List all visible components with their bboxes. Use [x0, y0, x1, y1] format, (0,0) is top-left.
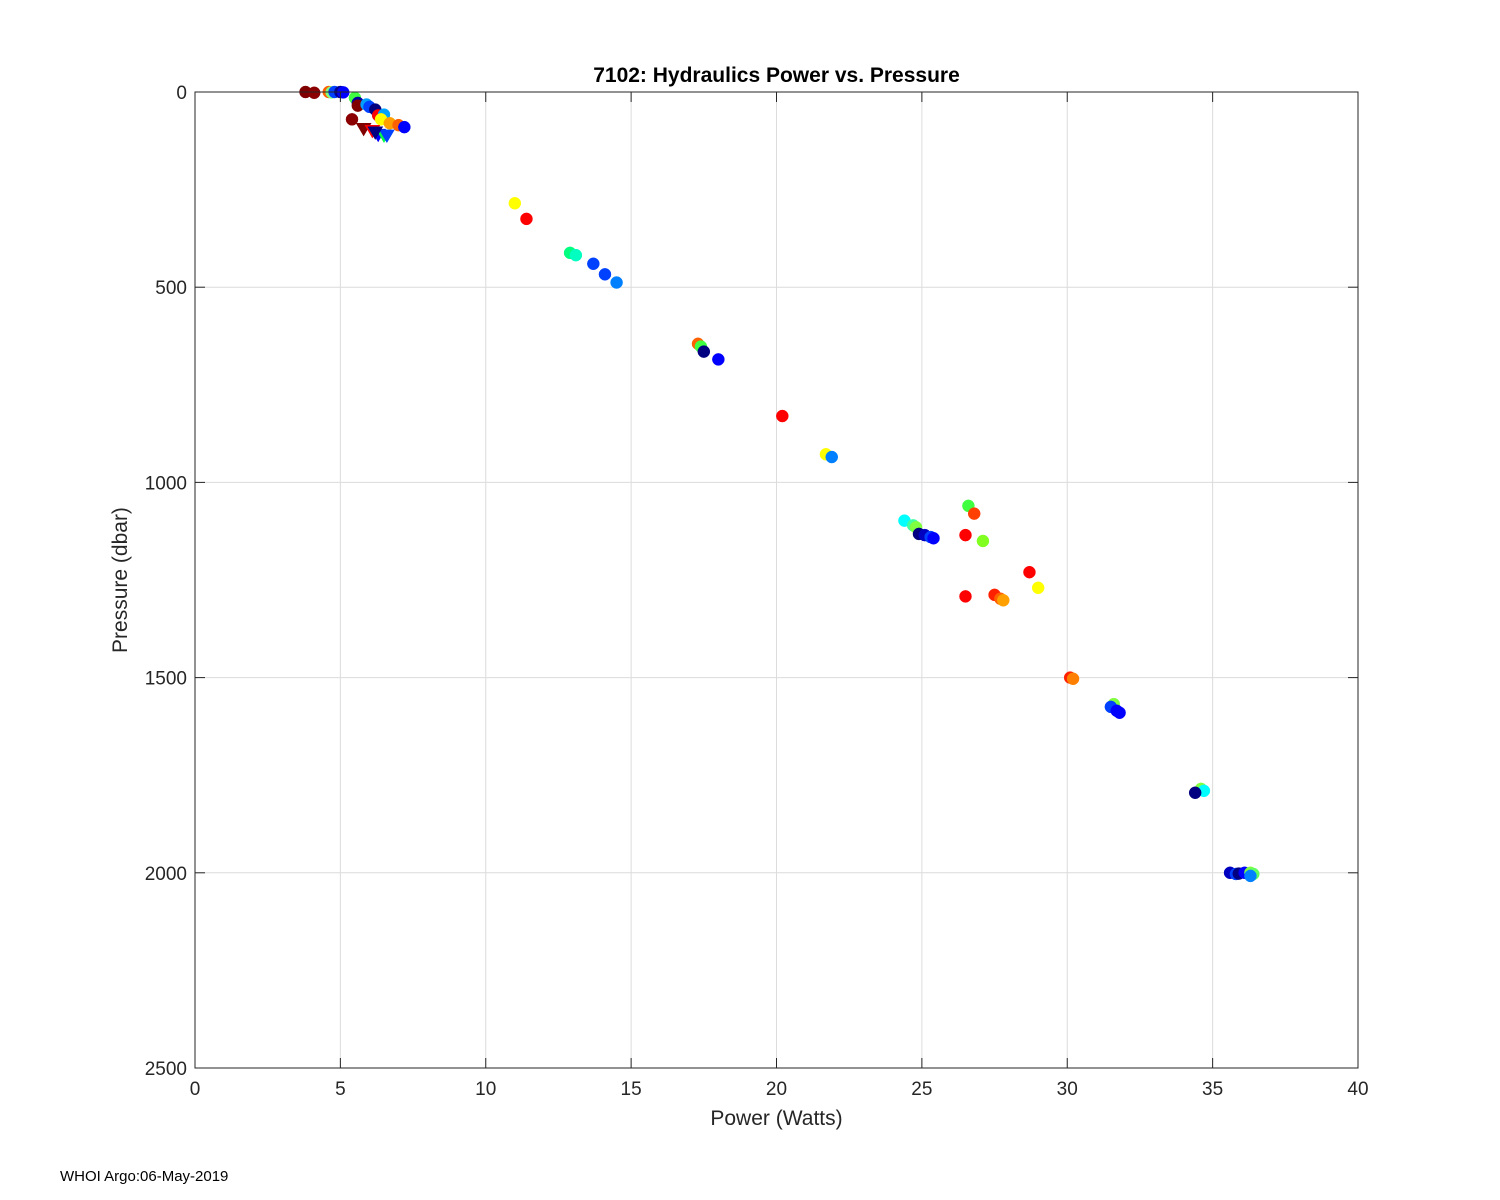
data-point: [1113, 706, 1126, 719]
data-point: [587, 257, 600, 271]
x-tick-label: 25: [911, 1079, 932, 1100]
data-point: [307, 86, 321, 100]
data-point: [967, 507, 981, 520]
x-tick-label: 35: [1202, 1079, 1223, 1100]
y-tick-label: 2000: [145, 864, 187, 885]
data-point: [1188, 786, 1202, 800]
data-point: [610, 276, 623, 289]
y-axis-label: Pressure (dbar): [109, 507, 132, 653]
y-tick-label: 0: [176, 83, 187, 104]
y-tick-label: 1500: [145, 669, 187, 690]
x-tick-label: 20: [766, 1079, 787, 1100]
data-point: [976, 534, 990, 548]
x-tick-label: 15: [621, 1079, 642, 1100]
data-point: [1244, 869, 1257, 883]
chart-title: 7102: Hydraulics Power vs. Pressure: [593, 64, 960, 87]
grid-lines: [194, 91, 1359, 1069]
x-axis-label: Power (Watts): [710, 1107, 842, 1130]
data-point: [1023, 565, 1036, 579]
y-tick-label: 2500: [145, 1059, 187, 1080]
ticks: 0 5 10 15 20 25 30 35 40 0 500 1000 1500 2000 2500: [145, 83, 1369, 1100]
data-point: [398, 120, 411, 134]
data-point: [927, 531, 940, 545]
data-point: [345, 113, 359, 126]
x-tick-label: 30: [1057, 1079, 1078, 1100]
data-point: [776, 409, 789, 423]
data-point: [825, 450, 838, 464]
x-tick-label: 0: [190, 1079, 201, 1100]
data-point: [598, 268, 612, 281]
y-tick-label: 500: [155, 278, 187, 299]
data-point: [959, 590, 972, 603]
data-point-triangle: [379, 129, 395, 144]
data-point: [959, 528, 972, 542]
data-point: [697, 345, 711, 358]
data-point: [1031, 581, 1045, 595]
data-points: [299, 85, 1260, 883]
data-point: [1066, 672, 1080, 686]
y-tick-label: 1000: [145, 473, 187, 494]
data-point: [569, 248, 583, 262]
data-point: [712, 353, 725, 366]
data-point: [520, 212, 533, 226]
x-tick-label: 40: [1347, 1079, 1368, 1100]
x-tick-label: 5: [335, 1079, 346, 1100]
data-point-triangle: [367, 126, 384, 140]
x-tick-label: 10: [475, 1079, 496, 1100]
footer-stamp: WHOI Argo:06-May-2019: [60, 1168, 229, 1185]
data-point: [997, 594, 1010, 607]
data-point: [508, 197, 522, 210]
